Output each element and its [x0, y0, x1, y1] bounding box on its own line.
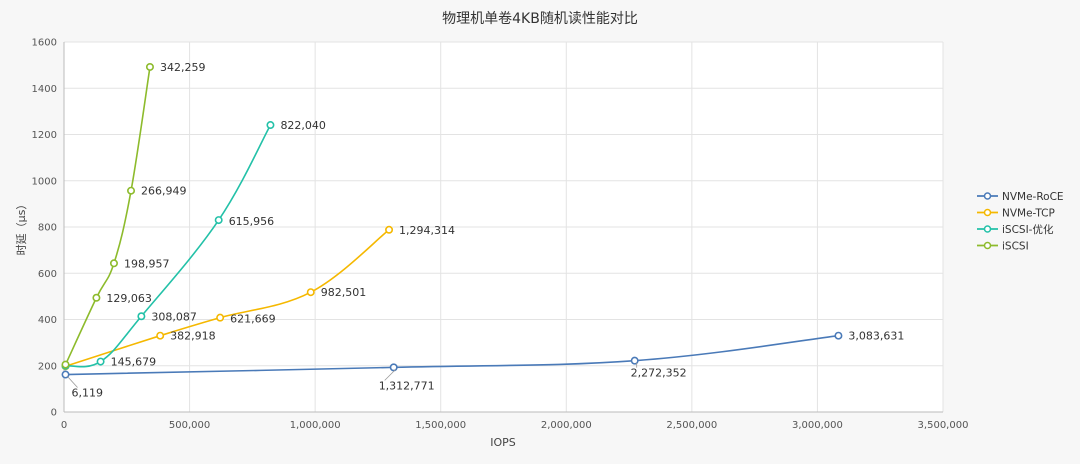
- legend-label: NVMe-RoCE: [1002, 191, 1064, 203]
- x-tick-label: 2,500,000: [666, 420, 717, 431]
- data-label: 342,259: [160, 61, 206, 74]
- series-NVMe-RoCE: [61, 331, 843, 379]
- data-point[interactable]: [385, 225, 394, 234]
- legend-item[interactable]: iSCSI-优化: [977, 223, 1054, 236]
- data-label: 308,087: [151, 310, 197, 323]
- data-point[interactable]: [145, 62, 154, 71]
- x-tick-label: 1,500,000: [415, 420, 466, 431]
- data-point[interactable]: [96, 357, 105, 366]
- data-point[interactable]: [306, 288, 315, 297]
- legend: NVMe-RoCE NVMe-TCP iSCSI-优化 iSCSI: [977, 191, 1064, 253]
- data-point[interactable]: [61, 370, 70, 379]
- legend-label: iSCSI: [1002, 241, 1029, 253]
- data-point[interactable]: [630, 356, 639, 365]
- y-tick-label: 200: [38, 361, 57, 372]
- data-label: 266,949: [141, 185, 187, 198]
- series-line: [64, 66, 151, 365]
- x-tick-label: 0: [61, 420, 67, 431]
- grid-lines: [63, 41, 944, 413]
- data-point[interactable]: [216, 313, 225, 322]
- data-label: 1,294,314: [399, 224, 455, 237]
- data-point[interactable]: [109, 259, 118, 268]
- legend-label: NVMe-TCP: [1002, 208, 1055, 220]
- series-iSCSI: [61, 62, 154, 369]
- x-tick-label: 3,000,000: [792, 420, 843, 431]
- y-axis-title: 时延（μs）: [15, 199, 28, 256]
- legend-item[interactable]: NVMe-RoCE: [977, 191, 1064, 203]
- legend-swatch-marker: [983, 241, 992, 250]
- y-tick-label: 400: [38, 315, 57, 326]
- label-leader: [384, 369, 396, 381]
- y-tick-label: 1400: [32, 84, 57, 95]
- data-label: 129,063: [106, 292, 152, 305]
- x-tick-label: 1,000,000: [290, 420, 341, 431]
- data-point[interactable]: [137, 312, 146, 321]
- y-tick-label: 0: [51, 408, 57, 419]
- series-line: [65, 124, 272, 368]
- y-tick-label: 800: [38, 223, 57, 234]
- series-lines: [61, 62, 843, 379]
- data-label: 615,956: [229, 215, 274, 228]
- legend-swatch-marker: [983, 225, 992, 233]
- data-point[interactable]: [156, 331, 165, 340]
- x-tick-label: 3,500,000: [918, 420, 969, 431]
- data-label: 6,119: [72, 387, 104, 400]
- data-label: 982,501: [321, 286, 367, 299]
- data-point[interactable]: [266, 121, 275, 130]
- legend-swatch-marker: [983, 192, 992, 200]
- y-tick-label: 1600: [32, 38, 57, 49]
- data-point[interactable]: [61, 360, 70, 369]
- legend-label: iSCSI-优化: [1002, 223, 1054, 236]
- legend-item[interactable]: iSCSI: [977, 241, 1029, 253]
- series-line: [65, 229, 390, 367]
- data-label: 3,083,631: [848, 330, 904, 343]
- x-tick-label: 500,000: [169, 420, 210, 431]
- y-tick-label: 1000: [32, 176, 57, 187]
- data-label: 145,679: [111, 356, 157, 369]
- x-tick-label: 2,000,000: [541, 420, 592, 431]
- data-label: 382,918: [170, 330, 216, 343]
- legend-swatch-marker: [983, 208, 992, 217]
- data-point[interactable]: [834, 331, 843, 340]
- y-tick-label: 1200: [32, 130, 57, 141]
- data-point[interactable]: [389, 363, 398, 372]
- data-label: 198,957: [124, 257, 170, 270]
- data-labels: 6,119 1,312,771 2,272,352 3,083,631 382,918 6…: [67, 61, 904, 400]
- legend-item[interactable]: NVMe-TCP: [977, 208, 1055, 220]
- data-point[interactable]: [92, 293, 101, 302]
- series-NVMe-TCP: [61, 225, 394, 371]
- data-label: 1,312,771: [379, 379, 435, 392]
- data-point[interactable]: [127, 186, 136, 195]
- data-label: 2,272,352: [631, 367, 687, 380]
- axes: 0 500,000 1,000,000 1,500,000 2,000,000 2,500…: [32, 38, 969, 432]
- label-leader: [67, 376, 78, 388]
- chart-title: 物理机单卷4KB随机读性能对比: [442, 10, 638, 27]
- data-label: 822,040: [280, 119, 326, 132]
- data-label: 621,669: [230, 313, 276, 326]
- x-axis-title: IOPS: [490, 436, 516, 449]
- series-line: [65, 334, 839, 376]
- data-point[interactable]: [214, 216, 223, 225]
- y-tick-label: 600: [38, 269, 57, 280]
